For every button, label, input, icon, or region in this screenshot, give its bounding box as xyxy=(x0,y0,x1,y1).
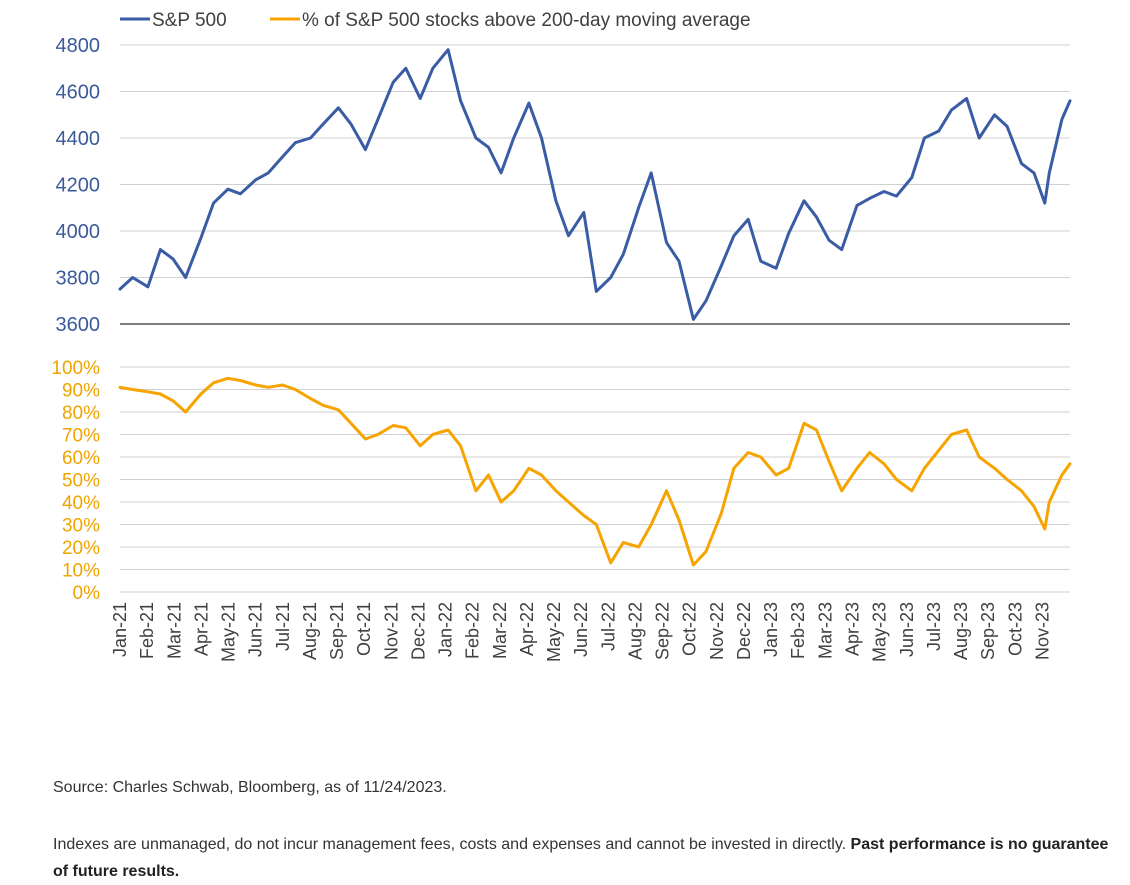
x-tick-label: Nov-22 xyxy=(707,602,727,660)
y-tick-label: 70% xyxy=(62,426,100,447)
legend-label: S&P 500 xyxy=(152,10,227,31)
x-tick-label: Apr-21 xyxy=(191,602,211,656)
x-tick-label: Feb-21 xyxy=(137,602,157,659)
source-note: Source: Charles Schwab, Bloomberg, as of… xyxy=(53,779,447,796)
y-tick-label: 4800 xyxy=(56,35,101,57)
y-tick-label: 4000 xyxy=(56,221,101,243)
y-tick-label: 30% xyxy=(62,516,100,537)
sp500-y-axis: 4800 4600 4400 4200 4000 3800 3600 xyxy=(56,35,101,336)
x-tick-label: Sep-22 xyxy=(653,602,673,660)
x-tick-label: Aug-22 xyxy=(625,602,645,660)
x-tick-label: Sep-21 xyxy=(327,602,347,660)
chart: S&P 500 % of S&P 500 stocks above 200-day… xyxy=(51,10,1072,662)
x-tick-label: Jan-21 xyxy=(110,602,130,657)
x-tick-label: Jun-21 xyxy=(246,602,266,657)
y-tick-label: 3600 xyxy=(56,314,101,336)
legend-label: % of S&P 500 stocks above 200-day moving… xyxy=(302,10,751,31)
x-tick-label: Jan-22 xyxy=(436,602,456,657)
disclaimer-text: Indexes are unmanaged, do not incur mana… xyxy=(53,836,847,853)
x-tick-label: May-23 xyxy=(870,602,890,662)
x-tick-label: Oct-23 xyxy=(1005,602,1025,656)
legend: S&P 500 % of S&P 500 stocks above 200-day… xyxy=(120,10,751,31)
disclaimer: Indexes are unmanaged, do not incur mana… xyxy=(53,831,1118,885)
y-tick-label: 20% xyxy=(62,538,100,559)
y-tick-label: 50% xyxy=(62,471,100,492)
x-tick-label: Jul-23 xyxy=(924,602,944,651)
x-tick-label: Apr-23 xyxy=(842,602,862,656)
x-tick-label: Mar-22 xyxy=(490,602,510,659)
x-tick-label: Jul-22 xyxy=(598,602,618,651)
x-tick-label: Dec-22 xyxy=(734,602,754,660)
y-tick-label: 4400 xyxy=(56,128,101,150)
y-tick-label: 40% xyxy=(62,493,100,514)
x-tick-label: Oct-21 xyxy=(354,602,374,656)
x-tick-label: Mar-23 xyxy=(815,602,835,659)
sp500-line xyxy=(118,48,1072,321)
x-tick-label: Aug-21 xyxy=(300,602,320,660)
y-tick-label: 4200 xyxy=(56,175,101,197)
pct-y-axis: 100%90%80%70%60%50%40%30%20%10%0% xyxy=(51,358,100,604)
y-tick-label: 10% xyxy=(62,561,100,582)
x-tick-label: Oct-22 xyxy=(680,602,700,656)
x-tick-label: May-21 xyxy=(219,602,239,662)
x-tick-label: Feb-22 xyxy=(463,602,483,659)
x-axis: Jan-21 Feb-21 Mar-21 Apr-21 May-21 Jun-21 Jul-… xyxy=(110,602,1052,662)
x-tick-label: Sep-23 xyxy=(978,602,998,660)
x-tick-label: Nov-21 xyxy=(381,602,401,660)
x-tick-label: Jun-23 xyxy=(897,602,917,657)
y-tick-label: 80% xyxy=(62,403,100,424)
y-tick-label: 3800 xyxy=(56,268,101,290)
x-tick-label: Jul-21 xyxy=(273,602,293,651)
x-tick-label: Mar-21 xyxy=(164,602,184,659)
x-tick-label: Dec-21 xyxy=(408,602,428,660)
y-tick-label: 4600 xyxy=(56,82,101,104)
y-tick-label: 0% xyxy=(73,583,101,604)
y-tick-label: 60% xyxy=(62,448,100,469)
x-tick-label: Nov-23 xyxy=(1032,602,1052,660)
x-tick-label: Aug-23 xyxy=(951,602,971,660)
pct-panel-grid xyxy=(120,366,1070,593)
x-tick-label: Apr-22 xyxy=(517,602,537,656)
sp500-panel-grid xyxy=(120,44,1070,325)
series-lines xyxy=(118,48,1072,567)
x-tick-label: Jan-23 xyxy=(761,602,781,657)
y-tick-label: 90% xyxy=(62,381,100,402)
x-tick-label: Jun-22 xyxy=(571,602,591,657)
y-tick-label: 100% xyxy=(51,358,100,379)
pct-above-200dma-line xyxy=(118,376,1072,567)
disclaimer-bold-text: Past performance is no guarantee of futu… xyxy=(53,836,1109,880)
x-tick-label: Feb-23 xyxy=(788,602,808,659)
x-tick-label: May-22 xyxy=(544,602,564,662)
